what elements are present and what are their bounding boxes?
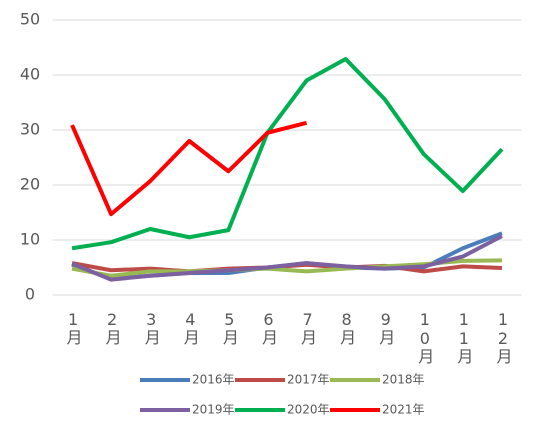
x-tick-label: 12月 [493,310,512,365]
x-tick-label: 6月 [259,310,278,346]
y-tick-label: 50 [20,10,40,29]
y-tick-label: 10 [20,230,40,249]
legend-label: 2018年 [382,373,425,387]
x-tick-label: 10月 [415,310,434,365]
x-tick-label: 1月 [64,310,83,346]
line [70,120,308,217]
line [71,234,503,282]
y-tick-label: 0 [25,285,35,304]
x-tick-label: 2月 [103,310,122,346]
x-tick-label: 3月 [142,310,161,346]
x-tick-label: 4月 [181,310,200,346]
line [71,57,504,251]
x-tick-label: 5月 [220,310,239,346]
y-tick-label: 20 [20,175,40,194]
x-tick-label: 8月 [337,310,356,346]
y-tick-label: 40 [20,65,40,84]
legend-label: 2020年 [287,403,330,417]
legend-label: 2019年 [192,403,235,417]
legend-label: 2017年 [287,373,330,387]
x-tick-label: 9月 [376,310,395,346]
legend-label: 2016年 [192,373,235,387]
legend-label: 2021年 [382,403,425,417]
y-tick-label: 30 [20,120,40,139]
x-tick-label: 11月 [454,310,473,365]
x-tick-label: 7月 [298,310,317,346]
